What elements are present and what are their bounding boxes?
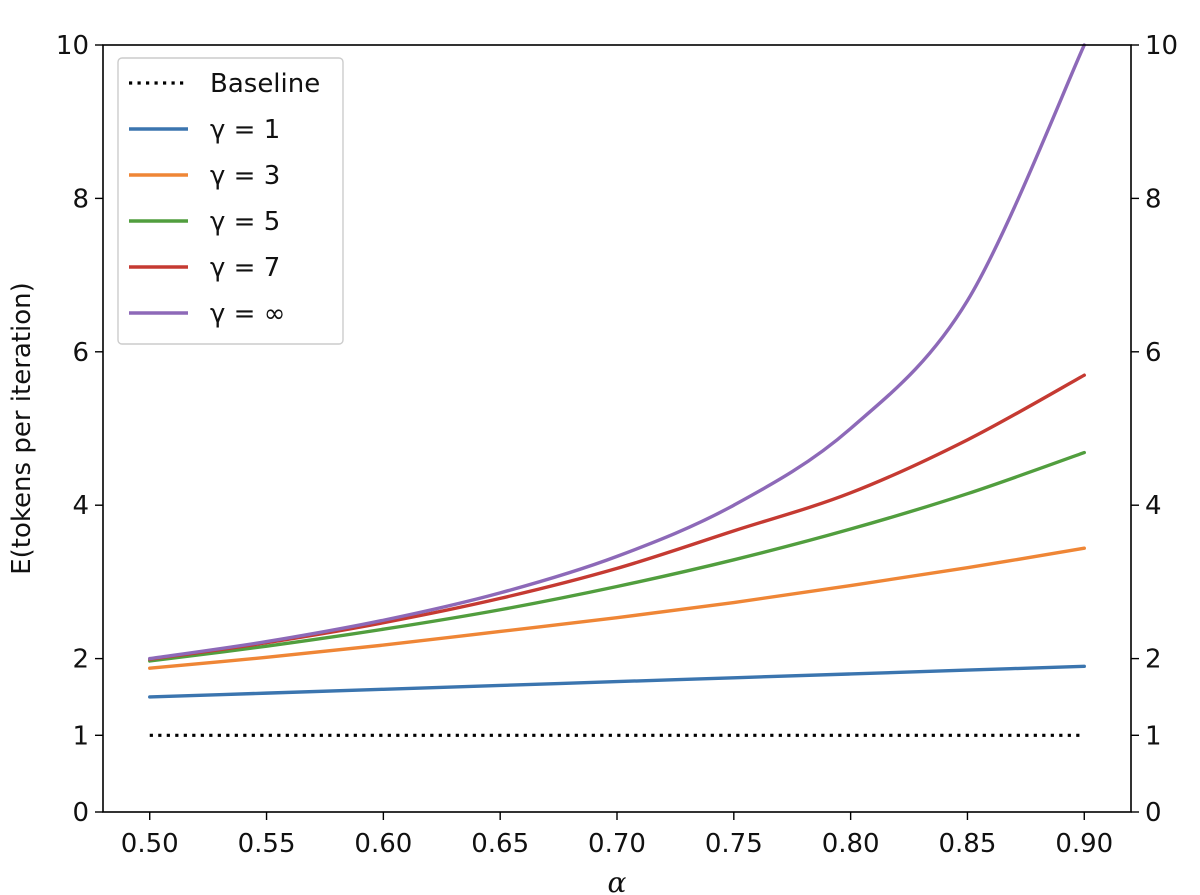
legend-label-gamma-7: γ = 7 bbox=[210, 253, 280, 283]
y-tick-label-right: 0 bbox=[1145, 798, 1162, 828]
x-tick-label: 0.75 bbox=[705, 829, 763, 859]
series-line-gamma-1 bbox=[148, 664, 1086, 699]
legend-label-gamma-3: γ = 3 bbox=[210, 161, 280, 191]
y-tick-label-left: 10 bbox=[56, 31, 89, 61]
y-tick-label-left: 0 bbox=[72, 798, 89, 828]
x-tick-label: 0.65 bbox=[471, 829, 529, 859]
ticks-layer: 0.50 0.55 0.60 0.65 0.70 0.75 0.80 0.85 0.90 0 0 1 1… bbox=[56, 31, 1178, 859]
y-tick-label-left: 6 bbox=[72, 338, 89, 368]
x-tick-label: 0.80 bbox=[822, 829, 880, 859]
y-tick-label-right: 2 bbox=[1145, 645, 1162, 675]
series-layer bbox=[148, 43, 1086, 737]
x-tick-label: 0.60 bbox=[354, 829, 412, 859]
x-tick-label: 0.90 bbox=[1055, 829, 1113, 859]
y-tick-label-right: 8 bbox=[1145, 184, 1162, 214]
series-line-gamma-infinity bbox=[148, 43, 1086, 661]
y-tick-label-left: 8 bbox=[72, 184, 89, 214]
x-tick-label: 0.70 bbox=[588, 829, 646, 859]
x-tick-label: 0.50 bbox=[121, 829, 179, 859]
y-tick-label-right: 10 bbox=[1145, 31, 1178, 61]
x-axis-label: α bbox=[608, 866, 627, 895]
y-tick-label-right: 6 bbox=[1145, 338, 1162, 368]
y-tick-label-right: 4 bbox=[1145, 491, 1162, 521]
plot-frame bbox=[102, 44, 1132, 813]
legend-label-gamma-1: γ = 1 bbox=[210, 115, 280, 145]
y-axis-label: E(tokens per iteration) bbox=[7, 282, 37, 575]
legend: Baseline γ = 1 γ = 3 γ = 5 γ = 7 γ = ∞ bbox=[117, 57, 344, 345]
x-tick-label: 0.55 bbox=[238, 829, 296, 859]
series-line-gamma-3 bbox=[148, 546, 1086, 670]
legend-label-gamma-5: γ = 5 bbox=[210, 207, 280, 237]
y-tick-label-left: 4 bbox=[72, 491, 89, 521]
y-tick-label-right: 1 bbox=[1145, 721, 1162, 751]
y-tick-label-left: 1 bbox=[72, 721, 89, 751]
series-line-gamma-5 bbox=[148, 450, 1086, 663]
x-tick-label: 0.85 bbox=[939, 829, 997, 859]
legend-label-gamma-infinity: γ = ∞ bbox=[210, 299, 285, 329]
legend-label-Baseline: Baseline bbox=[210, 69, 320, 99]
y-tick-label-left: 2 bbox=[72, 645, 89, 675]
